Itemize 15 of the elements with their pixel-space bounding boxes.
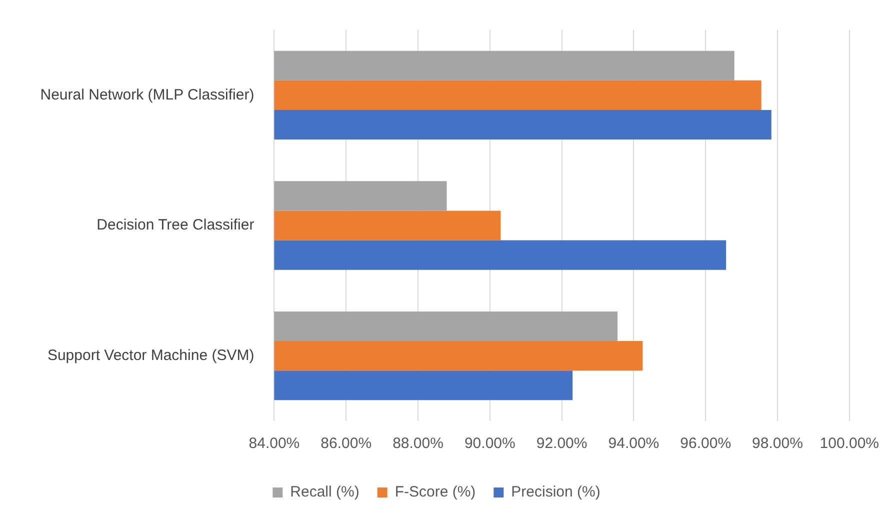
- y-tick-label: Neural Network (MLP Classifier): [40, 86, 254, 104]
- y-tick-label: Support Vector Machine (SVM): [47, 346, 254, 364]
- x-tick-label: 98.00%: [752, 435, 803, 452]
- legend-label: Recall (%): [290, 484, 360, 501]
- x-tick-label: 94.00%: [608, 435, 660, 452]
- x-tick-label: 86.00%: [320, 435, 372, 452]
- y-tick-label: Decision Tree Classifier: [96, 216, 254, 234]
- x-tick-label: 100.00%: [820, 435, 879, 452]
- x-tick-label: 88.00%: [392, 435, 444, 452]
- x-tick-label: 90.00%: [464, 435, 516, 452]
- x-tick-label: 84.00%: [248, 435, 300, 452]
- legend-label: Precision (%): [511, 484, 600, 501]
- x-tick-label: 92.00%: [536, 435, 588, 452]
- x-tick-label: 96.00%: [680, 435, 732, 452]
- legend-label: F-Score (%): [394, 484, 476, 501]
